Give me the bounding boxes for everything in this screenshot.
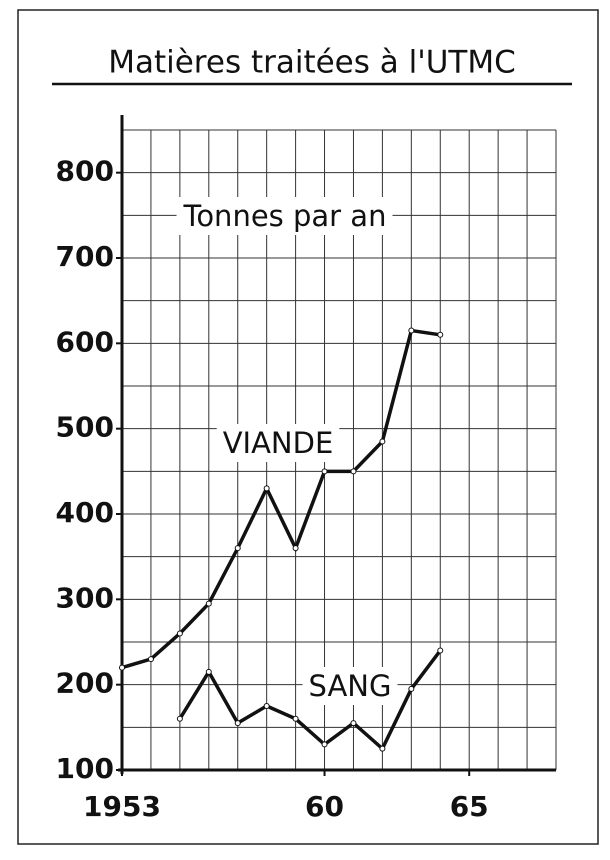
point <box>176 630 183 637</box>
y-tick-label: 700 <box>56 240 114 273</box>
point <box>205 600 212 607</box>
x-tick-label: 65 <box>450 790 489 823</box>
y-tick-label: 200 <box>56 667 114 700</box>
point <box>437 331 444 338</box>
point <box>263 703 270 709</box>
y-tick-label: 500 <box>56 411 114 444</box>
point <box>350 468 357 475</box>
point <box>350 720 357 727</box>
point <box>234 720 241 727</box>
chart-title: Matières traitées à l'UTMC <box>108 45 516 81</box>
annotation: SANG <box>309 669 392 703</box>
point <box>176 715 183 722</box>
point <box>147 656 154 663</box>
y-tick-label: 400 <box>56 496 114 529</box>
point <box>321 741 328 748</box>
annotation-bg <box>302 667 398 705</box>
annotation: Tonnes par an <box>183 199 387 233</box>
y-tick-label: 800 <box>56 155 114 188</box>
point <box>234 545 241 552</box>
series-line <box>178 649 442 752</box>
x-tick-label: 1953 <box>83 790 161 823</box>
point <box>437 647 444 654</box>
point <box>408 685 415 692</box>
point <box>321 468 328 475</box>
point <box>408 327 415 334</box>
point <box>263 485 270 492</box>
x-tick-label: 60 <box>305 790 344 823</box>
point <box>292 545 299 552</box>
point <box>205 668 212 675</box>
annotation-bg <box>176 197 393 235</box>
point <box>379 745 386 752</box>
series-line <box>121 328 441 670</box>
point <box>292 715 299 722</box>
point <box>379 438 386 445</box>
annotation: VIANDE <box>223 426 334 460</box>
annotation-bg <box>216 424 340 462</box>
y-tick-label: 100 <box>56 752 114 785</box>
y-tick-label: 300 <box>56 581 114 614</box>
point <box>119 664 125 671</box>
y-tick-label: 600 <box>56 325 114 358</box>
